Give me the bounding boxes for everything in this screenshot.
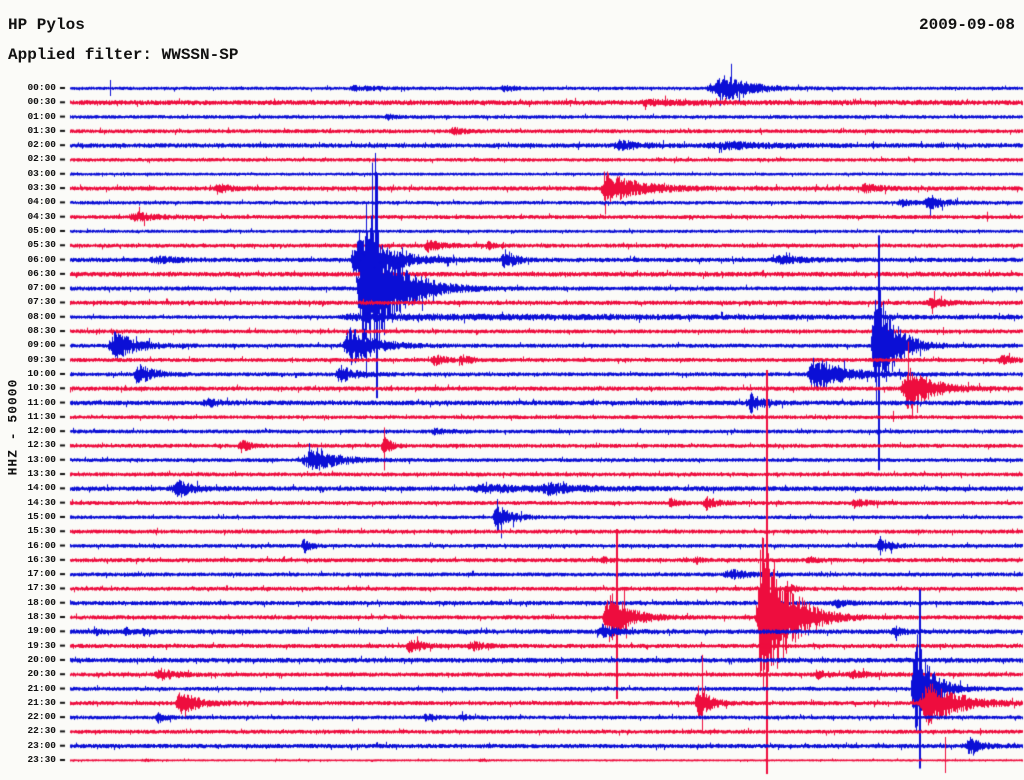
time-label: 13:00: [27, 453, 56, 465]
date-label: 2009-09-08: [918, 16, 1015, 34]
time-label: 08:30: [27, 325, 56, 337]
time-label: 22:30: [27, 725, 56, 737]
time-label: 00:00: [27, 82, 56, 93]
time-label: 18:30: [27, 611, 56, 623]
time-label: 06:00: [27, 253, 56, 265]
time-label: 21:30: [27, 696, 56, 708]
time-label: 11:30: [27, 410, 56, 422]
time-label: 12:30: [27, 439, 56, 451]
time-label: 21:00: [27, 682, 56, 694]
time-label: 03:00: [27, 167, 56, 179]
time-label: 05:30: [27, 239, 56, 251]
time-label: 11:00: [27, 396, 56, 408]
time-label: 20:00: [27, 653, 56, 665]
time-label: 14:00: [27, 482, 56, 494]
filter-label: Applied filter: WWSSN-SP: [8, 46, 239, 64]
time-label: 09:00: [27, 339, 56, 351]
time-label: 16:30: [27, 553, 56, 565]
time-label: 07:30: [27, 296, 56, 308]
station-title: HP Pylos: [8, 16, 85, 34]
time-label: 10:30: [27, 382, 56, 394]
time-label: 17:00: [27, 568, 56, 580]
time-label: 19:00: [27, 625, 56, 637]
time-label: 09:30: [27, 353, 56, 365]
time-label: 18:00: [27, 596, 56, 608]
time-label: 16:00: [27, 539, 56, 551]
time-label: 15:00: [27, 510, 56, 522]
time-label: 05:00: [27, 224, 56, 236]
time-label: 00:30: [27, 96, 56, 108]
time-label: 23:30: [27, 754, 56, 765]
time-label: 15:30: [27, 525, 56, 537]
time-label: 12:00: [27, 425, 56, 437]
time-label: 06:30: [27, 267, 56, 279]
time-label: 02:00: [27, 139, 56, 151]
time-label: 01:30: [27, 124, 56, 136]
time-label: 20:30: [27, 668, 56, 680]
time-label: 08:00: [27, 310, 56, 322]
time-label: 03:30: [27, 182, 56, 194]
time-label: 02:30: [27, 153, 56, 165]
time-label: 13:30: [27, 468, 56, 480]
time-label: 01:00: [27, 110, 56, 122]
time-label: 19:30: [27, 639, 56, 651]
time-label: 14:30: [27, 496, 56, 508]
time-label: 04:00: [27, 196, 56, 208]
time-label: 10:00: [27, 367, 56, 379]
time-label: 23:00: [27, 739, 56, 751]
time-label: 07:00: [27, 282, 56, 294]
time-label: 17:30: [27, 582, 56, 594]
time-label: 04:30: [27, 210, 56, 222]
time-label: 22:00: [27, 711, 56, 723]
